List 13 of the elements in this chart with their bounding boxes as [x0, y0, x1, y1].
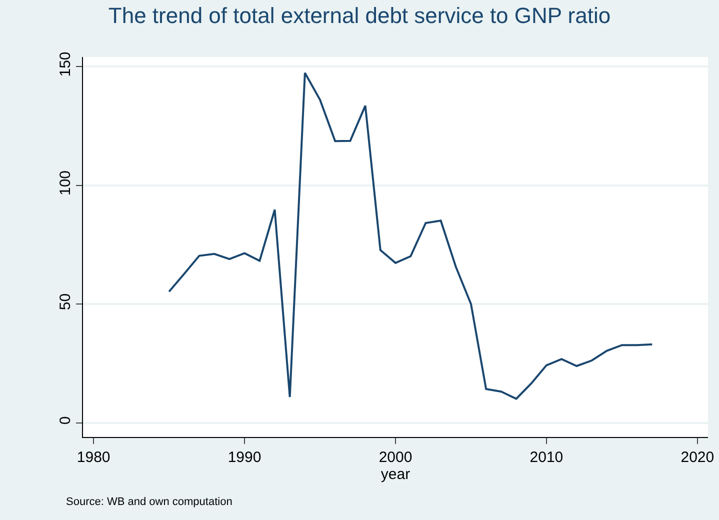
- y-tick-label: 50: [57, 293, 74, 310]
- x-tick-label: 2000: [378, 449, 412, 466]
- x-tick-label: 1980: [76, 449, 110, 466]
- chart-title: The trend of total external debt service to GNP ratio: [108, 3, 611, 28]
- line-series: [168, 72, 654, 400]
- x-tick-label: 1990: [228, 449, 262, 466]
- y-tick-label: 100: [57, 170, 74, 196]
- y-tick-label: 150: [57, 52, 74, 77]
- x-tick-label: 2010: [530, 449, 564, 466]
- x-tick-label: 2020: [680, 449, 714, 466]
- y-tick-label: 0: [57, 416, 74, 425]
- x-axis-title: year: [380, 466, 410, 483]
- source-note: Source: WB and own computation: [66, 496, 232, 508]
